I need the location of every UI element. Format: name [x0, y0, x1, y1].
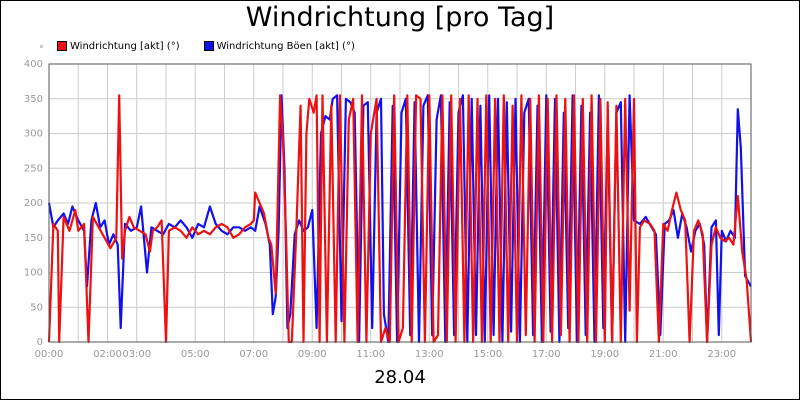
- x-tick-label: 13:00: [415, 349, 444, 360]
- legend-item-boeen: Windrichtung Böen [akt] (°): [203, 40, 355, 52]
- plot-border: [48, 63, 752, 343]
- x-tick-label: 07:00: [239, 349, 268, 360]
- y-tick-label: 350: [24, 94, 43, 105]
- legend-label-windrichtung: Windrichtung [akt] (°): [70, 40, 180, 52]
- x-tick-label: 21:00: [649, 349, 678, 360]
- x-tick-label: 05:00: [181, 349, 210, 360]
- x-tick-label: 02:00: [93, 349, 122, 360]
- x-tick-label: 03:00: [122, 349, 151, 360]
- legend-bullet-icon: [40, 44, 43, 48]
- x-tick-label: 00:00: [35, 349, 64, 360]
- legend-swatch-red: [57, 41, 67, 51]
- y-tick-label: 0: [37, 337, 43, 348]
- x-tick-label: 15:00: [473, 349, 502, 360]
- x-tick-label: 09:00: [298, 349, 327, 360]
- legend-swatch-blue: [203, 41, 214, 51]
- y-tick-label: 200: [24, 198, 43, 209]
- y-tick-label: 300: [24, 129, 43, 140]
- y-tick-label: 250: [24, 163, 43, 174]
- legend-item-windrichtung: Windrichtung [akt] (°): [57, 41, 180, 52]
- chart-legend: Windrichtung [akt] (°) Windrichtung Böen…: [40, 38, 379, 54]
- y-tick-label: 50: [30, 302, 43, 313]
- legend-label-boeen: Windrichtung Böen [akt] (°): [216, 40, 355, 52]
- series-line-windrichtung: [47, 94, 753, 344]
- x-tick-label: 19:00: [590, 349, 619, 360]
- chart-title: Windrichtung [pro Tag]: [245, 2, 555, 33]
- y-tick-label: 150: [24, 233, 43, 244]
- x-tick-label: 17:00: [532, 349, 561, 360]
- y-tick-label: 100: [24, 268, 43, 279]
- y-tick-label: 400: [24, 59, 43, 70]
- date-label: 28.04: [374, 367, 426, 388]
- x-tick-label: 23:00: [707, 349, 736, 360]
- x-tick-label: 11:00: [356, 349, 385, 360]
